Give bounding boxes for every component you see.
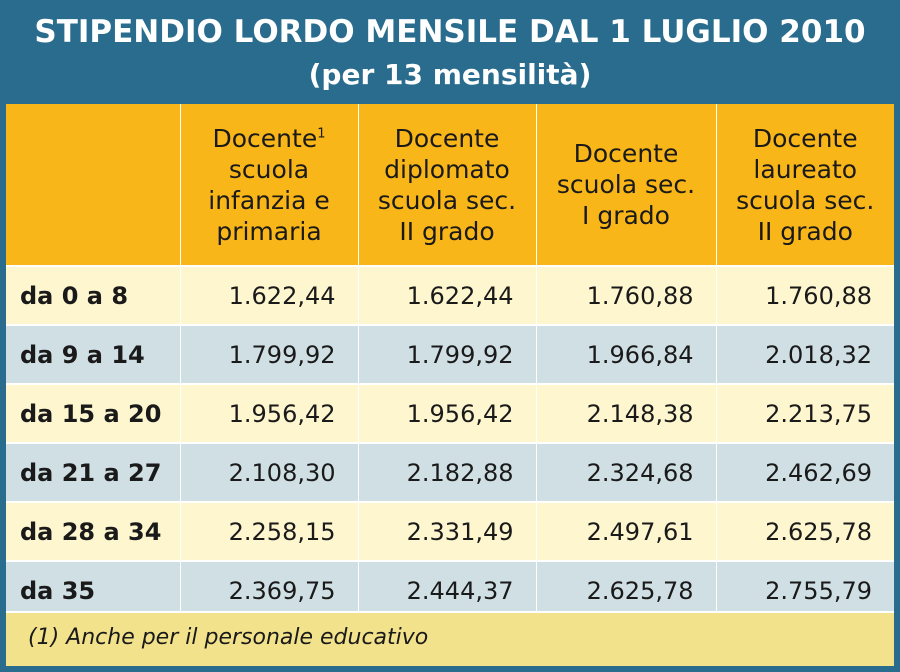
column-header-4-line-1: Docente xyxy=(752,123,858,153)
footnote: (1) Anche per il personale educativo xyxy=(6,611,894,666)
column-header-3-line-2: scuola sec. xyxy=(556,170,696,199)
table-cell: 1.956,42 xyxy=(179,383,358,443)
table-cell: 2.324,68 xyxy=(535,442,716,502)
title-bar: STIPENDIO LORDO MENSILE DAL 1 LUGLIO 201… xyxy=(0,0,900,104)
column-header-2-line-1: Docente xyxy=(394,123,500,153)
header-corner-cell xyxy=(6,104,180,266)
table-cell: 1.622,44 xyxy=(179,265,358,325)
table-row: da 9 a 14 1.799,92 1.799,92 1.966,84 2.0… xyxy=(6,324,894,384)
row-label: da 35 xyxy=(6,560,180,620)
header-row: Docente1 scuola infanzia e primaria Doce… xyxy=(6,104,894,266)
salary-table: Docente1 scuola infanzia e primaria Doce… xyxy=(6,104,894,620)
column-header-2-line-3: scuola sec. xyxy=(377,185,517,215)
table-cell: 2.625,78 xyxy=(535,560,716,620)
footnote-mark: 1 xyxy=(317,126,326,142)
table-cell: 2.258,15 xyxy=(179,501,358,561)
column-header-1-line-1: Docente xyxy=(212,123,318,153)
row-label: da 15 a 20 xyxy=(6,383,180,443)
table-cell: 2.755,79 xyxy=(715,560,894,620)
table-cell: 1.799,92 xyxy=(179,324,358,384)
column-header-3-line-3: I grado xyxy=(582,201,670,230)
column-header-1-line-2: scuola xyxy=(228,154,310,184)
chart-subtitle: (per 13 mensilità) xyxy=(308,58,592,91)
table-cell: 2.148,38 xyxy=(535,383,716,443)
column-header-1-line-4: primaria xyxy=(216,216,322,246)
column-header-2: Docente diplomato scuola sec. II grado xyxy=(357,104,536,266)
chart-title: STIPENDIO LORDO MENSILE DAL 1 LUGLIO 201… xyxy=(34,14,866,50)
column-header-4-line-3: scuola sec. xyxy=(736,185,875,215)
column-header-1-line-3: infanzia e xyxy=(208,185,330,215)
table-cell: 2.625,78 xyxy=(715,501,894,561)
table-cell: 2.369,75 xyxy=(179,560,358,620)
row-label: da 21 a 27 xyxy=(6,442,180,502)
row-label: da 0 a 8 xyxy=(6,265,180,325)
table-row: da 0 a 8 1.622,44 1.622,44 1.760,88 1.76… xyxy=(6,265,894,325)
table-cell: 2.497,61 xyxy=(535,501,716,561)
column-header-4-line-4: II grado xyxy=(757,216,853,246)
table-cell: 2.213,75 xyxy=(715,383,894,443)
row-label: da 28 a 34 xyxy=(6,501,180,561)
table-frame: Docente1 scuola infanzia e primaria Doce… xyxy=(6,104,894,666)
row-label: da 9 a 14 xyxy=(6,324,180,384)
table-cell: 1.799,92 xyxy=(357,324,536,384)
table-cell: 2.182,88 xyxy=(357,442,536,502)
table-cell: 2.108,30 xyxy=(179,442,358,502)
column-header-3: Docente scuola sec. I grado xyxy=(535,104,716,266)
table-cell: 1.760,88 xyxy=(715,265,894,325)
table-cell: 2.018,32 xyxy=(715,324,894,384)
table-row: da 15 a 20 1.956,42 1.956,42 2.148,38 2.… xyxy=(6,383,894,443)
table-row: da 28 a 34 2.258,15 2.331,49 2.497,61 2.… xyxy=(6,501,894,561)
table-cell: 1.966,84 xyxy=(535,324,716,384)
table-cell: 2.444,37 xyxy=(357,560,536,620)
column-header-2-line-2: diplomato xyxy=(384,154,510,184)
table-row: da 35 2.369,75 2.444,37 2.625,78 2.755,7… xyxy=(6,560,894,620)
table-cell: 1.622,44 xyxy=(357,265,536,325)
column-header-2-line-4: II grado xyxy=(399,216,495,246)
table-cell: 1.760,88 xyxy=(535,265,716,325)
column-header-4: Docente laureato scuola sec. II grado xyxy=(715,104,894,266)
column-header-3-line-1: Docente xyxy=(573,139,679,168)
column-header-4-line-2: laureato xyxy=(753,154,858,184)
table-row: da 21 a 27 2.108,30 2.182,88 2.324,68 2.… xyxy=(6,442,894,502)
table-cell: 1.956,42 xyxy=(357,383,536,443)
table-cell: 2.462,69 xyxy=(715,442,894,502)
column-header-1: Docente1 scuola infanzia e primaria xyxy=(179,104,358,266)
table-cell: 2.331,49 xyxy=(357,501,536,561)
